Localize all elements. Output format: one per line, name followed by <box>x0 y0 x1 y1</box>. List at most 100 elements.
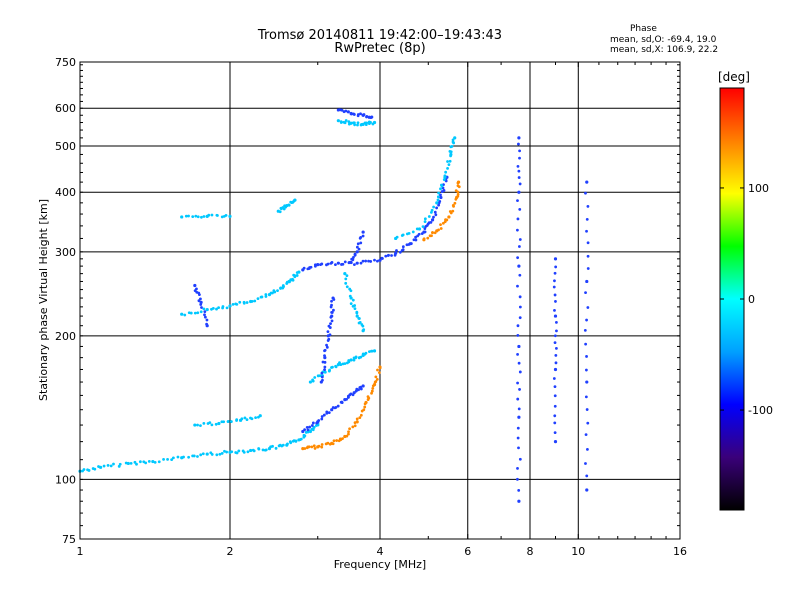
data-point <box>584 462 587 465</box>
data-point <box>376 259 379 263</box>
colorbar-tick-label: 100 <box>748 182 769 195</box>
data-point <box>208 421 212 424</box>
data-point <box>331 365 334 369</box>
data-point <box>518 182 522 186</box>
data-point <box>313 447 317 450</box>
data-point <box>306 428 310 432</box>
data-point <box>423 220 427 224</box>
data-point <box>129 461 133 465</box>
data-point <box>584 368 588 372</box>
x-tick-label: 10 <box>571 545 585 558</box>
data-point <box>517 407 521 411</box>
data-point <box>288 440 292 444</box>
data-point <box>366 395 370 398</box>
y-tick-label: 200 <box>55 330 76 343</box>
chart-title: Tromsø 20140811 19:42:00–19:43:43 <box>257 28 503 43</box>
data-point <box>401 248 405 252</box>
data-point <box>516 477 519 481</box>
data-point <box>431 231 434 234</box>
data-point <box>423 227 427 230</box>
x-axis-label: Frequency [MHz] <box>334 558 426 571</box>
data-point <box>207 213 211 217</box>
data-point <box>554 300 557 303</box>
data-point <box>326 262 330 266</box>
data-point <box>343 121 347 125</box>
data-point <box>444 170 448 174</box>
data-point <box>330 303 333 307</box>
data-point <box>374 375 378 379</box>
data-point <box>340 400 344 404</box>
data-point <box>334 364 337 368</box>
data-point <box>361 324 365 328</box>
data-point <box>336 119 340 123</box>
data-point <box>293 274 297 278</box>
data-point <box>217 306 221 310</box>
data-point <box>170 458 174 462</box>
data-point <box>439 223 442 227</box>
data-point <box>308 380 313 384</box>
data-point <box>456 180 461 184</box>
data-point <box>414 238 418 242</box>
data-point <box>301 429 305 434</box>
data-point <box>516 228 519 232</box>
data-point <box>362 113 366 116</box>
data-point <box>364 351 368 355</box>
data-point <box>205 318 209 322</box>
data-point <box>211 306 215 310</box>
data-point <box>343 362 347 366</box>
data-point <box>354 356 358 360</box>
data-point <box>586 204 590 208</box>
y-axis-label: Stationary phase Virtual Height [km] <box>37 199 50 401</box>
data-point <box>118 462 122 466</box>
data-point <box>252 449 256 453</box>
data-point <box>518 207 522 211</box>
data-point <box>518 273 522 277</box>
data-point <box>390 254 393 257</box>
data-point <box>102 464 106 468</box>
data-point <box>352 113 356 116</box>
data-point <box>443 174 447 178</box>
data-point <box>325 343 328 347</box>
data-point <box>353 121 356 125</box>
data-point <box>456 184 460 188</box>
data-point <box>372 120 377 125</box>
data-point <box>330 261 334 264</box>
data-point <box>345 434 349 438</box>
data-point <box>196 215 200 219</box>
data-point <box>214 422 218 426</box>
grid-lines <box>80 62 680 539</box>
data-point <box>311 421 315 425</box>
x-tick-label: 6 <box>464 545 471 558</box>
data-point <box>352 255 355 259</box>
data-point <box>338 437 342 441</box>
data-point <box>151 459 155 464</box>
colorbar-tick-label: -100 <box>748 404 773 417</box>
data-point <box>371 386 375 390</box>
data-point <box>343 272 347 276</box>
data-point <box>430 234 433 238</box>
data-point <box>144 461 148 465</box>
data-point <box>344 119 348 122</box>
data-point <box>351 298 355 302</box>
x-tick-label: 16 <box>673 545 687 558</box>
data-point <box>331 296 335 300</box>
data-point <box>197 293 201 297</box>
colorbar-tick-label: 0 <box>748 293 755 306</box>
data-point <box>228 214 232 218</box>
data-point <box>370 391 373 395</box>
data-point <box>332 439 336 443</box>
data-point <box>423 217 427 221</box>
data-point <box>555 320 558 324</box>
x-tick-label: 4 <box>377 545 384 558</box>
data-point <box>357 388 360 392</box>
data-point <box>197 299 201 303</box>
data-point <box>364 400 368 405</box>
data-point <box>325 410 329 414</box>
data-point <box>554 353 558 357</box>
data-point <box>516 466 519 470</box>
data-point <box>347 432 350 436</box>
data-point <box>553 293 557 297</box>
data-point <box>516 426 520 430</box>
data-point <box>320 262 324 266</box>
